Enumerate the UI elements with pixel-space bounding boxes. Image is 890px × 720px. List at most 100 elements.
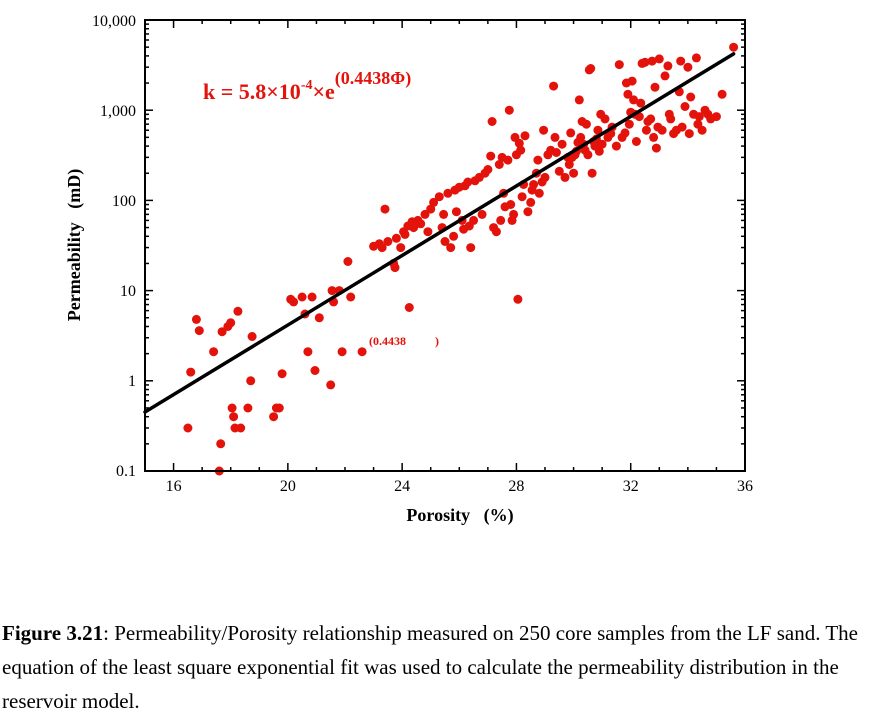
data-point <box>627 76 637 86</box>
axis-ticks <box>144 19 746 472</box>
scatter-chart: 16 20 24 28 32 36 0.1 1 10 100 1,000 10,… <box>64 13 753 526</box>
data-point <box>400 229 410 239</box>
y-tick-label: 0.1 <box>116 463 136 480</box>
x-tick-label: 32 <box>623 478 639 495</box>
x-tick-label: 16 <box>166 478 182 495</box>
data-point <box>343 257 353 266</box>
data-point <box>383 237 393 246</box>
data-point <box>391 233 401 243</box>
data-point <box>686 92 696 102</box>
data-point <box>631 137 641 146</box>
data-point <box>641 125 651 135</box>
data-point <box>423 227 433 237</box>
data-point <box>247 332 257 341</box>
caption-text: : Permeability/Porosity relationship mea… <box>2 621 858 713</box>
data-point <box>657 125 667 135</box>
equation-exponent-1: -4 <box>301 78 313 93</box>
x-axis-tick-labels: 16 20 24 28 32 36 <box>166 478 753 495</box>
y-tick-label: 10,000 <box>92 13 136 30</box>
data-point <box>576 132 586 142</box>
x-tick-label: 28 <box>508 478 524 495</box>
x-tick-label: 20 <box>280 478 296 495</box>
data-point <box>487 117 497 126</box>
equation-exponent-2: (0.4438Φ) <box>335 68 411 89</box>
data-point <box>680 102 690 111</box>
data-point <box>717 89 727 99</box>
data-point <box>534 188 544 198</box>
data-point <box>469 215 479 225</box>
y-tick-label: 1 <box>128 373 136 390</box>
data-point <box>183 423 193 433</box>
data-point <box>233 306 243 316</box>
figure-caption: Figure 3.21: Permeability/Porosity relat… <box>2 616 888 718</box>
data-point <box>483 165 493 174</box>
data-point <box>523 207 533 217</box>
data-point <box>506 200 516 209</box>
data-point <box>451 207 461 217</box>
data-point <box>663 61 673 71</box>
data-point <box>416 219 426 229</box>
data-point <box>429 197 439 207</box>
x-tick-label: 24 <box>394 478 410 495</box>
data-point <box>513 294 523 304</box>
data-point <box>650 82 660 92</box>
data-point <box>711 112 721 122</box>
data-point <box>274 403 284 413</box>
data-point <box>440 237 450 246</box>
data-point <box>574 95 584 105</box>
data-point <box>529 180 539 189</box>
data-point <box>236 423 246 433</box>
data-point <box>551 148 561 157</box>
data-point <box>691 53 701 63</box>
data-point <box>729 42 739 52</box>
fit-equation: k = 5.8×10-4×e(0.4438Φ) <box>203 68 411 104</box>
data-point <box>466 243 476 253</box>
data-point <box>217 327 227 337</box>
data-point <box>357 347 367 357</box>
caption-label: Figure 3.21 <box>2 621 104 645</box>
annotation-residue-left: (0.4438 <box>369 334 406 348</box>
y-tick-label: 1,000 <box>100 103 136 120</box>
data-point <box>586 64 596 73</box>
data-point <box>434 192 444 202</box>
data-point <box>209 347 219 357</box>
data-point <box>539 125 549 135</box>
data-point <box>697 125 707 135</box>
data-point <box>566 128 576 138</box>
y-axis-title: Permeability (mD) <box>64 169 85 321</box>
data-point <box>346 292 356 302</box>
data-point <box>587 168 597 178</box>
data-point <box>404 303 414 312</box>
data-point <box>326 380 336 390</box>
equation-mid: ×e <box>312 79 335 104</box>
data-point <box>446 243 456 253</box>
data-point <box>314 313 324 323</box>
data-point <box>289 297 299 307</box>
data-point <box>494 160 504 169</box>
data-point <box>491 227 501 237</box>
data-point <box>593 125 603 135</box>
data-point <box>229 412 239 422</box>
data-point <box>647 56 657 66</box>
data-point <box>694 112 704 122</box>
data-point <box>504 105 514 115</box>
data-point <box>597 139 607 149</box>
data-point <box>654 54 664 64</box>
data-point <box>581 119 591 129</box>
data-point <box>226 318 236 328</box>
data-point <box>303 347 313 357</box>
annotation-residue-right: ) <box>435 334 439 348</box>
data-point <box>186 367 196 377</box>
data-point <box>676 56 686 66</box>
data-point <box>660 71 670 81</box>
data-point <box>677 122 687 132</box>
plot-frame <box>144 19 746 472</box>
data-point <box>390 263 400 273</box>
data-point <box>554 166 564 176</box>
data-point <box>277 369 287 379</box>
y-tick-label: 10 <box>120 283 136 300</box>
data-point <box>327 286 337 296</box>
data-point <box>443 188 453 198</box>
x-axis-title: Porosity (%) <box>406 505 513 526</box>
data-point <box>509 209 519 219</box>
